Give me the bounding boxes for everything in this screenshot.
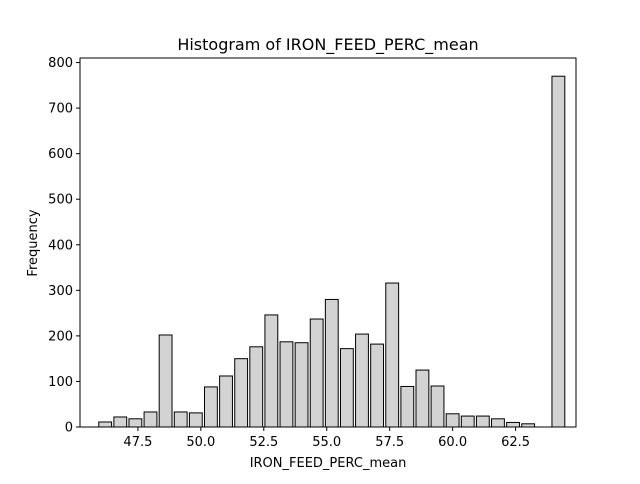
y-tick-label: 0	[65, 421, 73, 436]
x-tick-label: 55.0	[312, 435, 341, 450]
histogram-bar	[234, 358, 249, 428]
histogram-bar	[445, 413, 460, 428]
histogram-bar	[385, 282, 400, 428]
x-tick-label: 57.5	[375, 435, 404, 450]
y-tick-label: 600	[48, 147, 73, 162]
histogram-bar	[309, 318, 324, 428]
histogram-bar	[400, 385, 415, 428]
y-tick-label: 800	[48, 56, 73, 71]
histogram-bar	[339, 348, 354, 428]
y-tick-label: 700	[48, 102, 73, 117]
y-tick-label: 400	[48, 238, 73, 253]
x-axis-ticks: 47.5 50.0 52.5 55.0 57.5 60.0 62.5	[123, 427, 530, 450]
histogram-bar	[219, 375, 233, 428]
x-tick-label: 52.5	[249, 435, 278, 450]
histogram-bar	[143, 411, 158, 428]
histogram-bar	[279, 341, 294, 428]
y-tick-label: 200	[48, 329, 73, 344]
histogram-bar	[294, 342, 309, 428]
y-axis-label: Frequency	[26, 209, 41, 276]
bars-group	[98, 75, 566, 428]
histogram-bar	[324, 298, 339, 428]
histogram-bar	[98, 421, 113, 428]
histogram-bar	[506, 421, 520, 428]
y-tick-label: 100	[48, 375, 73, 390]
histogram-bar	[430, 385, 445, 428]
x-tick-label: 47.5	[123, 435, 152, 450]
chart-title: Histogram of IRON_FEED_PERC_mean	[177, 35, 478, 55]
y-axis-ticks: 0 100 200 300 400 500 600 700 800	[48, 56, 80, 436]
histogram-bar	[158, 334, 173, 428]
histogram-bar	[113, 416, 128, 428]
histogram-bar	[491, 418, 505, 428]
x-axis-label: IRON_FEED_PERC_mean	[250, 456, 407, 471]
histogram-bar	[460, 415, 475, 428]
histogram-bar	[173, 411, 188, 428]
histogram-bar	[370, 343, 385, 428]
y-tick-label: 300	[48, 284, 73, 299]
x-tick-label: 50.0	[186, 435, 215, 450]
histogram-bar	[264, 314, 279, 428]
histogram-bar	[128, 418, 143, 428]
y-tick-label: 500	[48, 193, 73, 208]
x-tick-label: 62.5	[501, 435, 530, 450]
histogram-bar	[415, 369, 430, 428]
histogram-bar	[204, 386, 218, 428]
plot-frame	[79, 57, 577, 428]
histogram-bar	[249, 346, 264, 428]
histogram-bar	[551, 75, 566, 428]
histogram-bar	[475, 415, 490, 428]
histogram-bar	[355, 333, 369, 428]
histogram-bar	[188, 412, 203, 428]
x-tick-label: 60.0	[438, 435, 467, 450]
